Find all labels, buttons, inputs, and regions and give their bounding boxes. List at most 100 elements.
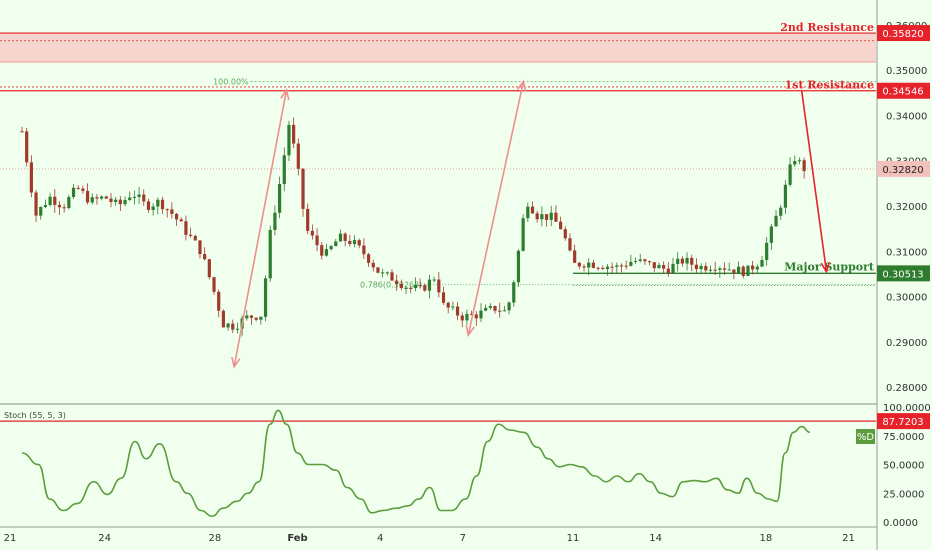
candle-body [722, 268, 727, 270]
candle-body [582, 266, 586, 268]
resistance-2-tag [877, 25, 930, 42]
candle-body [381, 272, 385, 274]
candle-body [156, 199, 160, 207]
candle-body [29, 162, 33, 193]
date-tick-label: 24 [98, 533, 111, 544]
stoch-tick-label: 50.0000 [883, 461, 924, 472]
candle-body [151, 206, 155, 210]
candle-body [694, 264, 699, 270]
stoch-level-value: 87.7203 [882, 417, 923, 428]
candle-body [118, 199, 122, 205]
candle-body [521, 218, 525, 251]
candle-body [395, 280, 399, 285]
candle-body [362, 245, 366, 255]
candle-body [596, 267, 600, 269]
price-tick-label: 0.31000 [886, 247, 927, 258]
candle-body [647, 261, 652, 263]
candle-body [437, 279, 441, 293]
candle-body [352, 240, 357, 245]
candle-body [207, 259, 211, 278]
candle-body [765, 242, 769, 261]
candle-body [34, 192, 38, 216]
candle-body [189, 234, 193, 236]
stoch-tick-label: 100.0000 [883, 403, 931, 414]
candle-body [170, 209, 174, 214]
candle-body [137, 194, 141, 197]
candle-body [277, 183, 282, 213]
candle-body [479, 310, 483, 319]
candle-body [306, 208, 310, 231]
candle-body [334, 241, 338, 247]
projection-arrow-head [280, 88, 290, 101]
date-tick-label: 14 [649, 533, 662, 544]
candle-body [282, 155, 286, 184]
candle-body [690, 257, 694, 265]
candle-body [769, 226, 773, 243]
candle-body [114, 199, 118, 203]
candle-body [563, 229, 567, 239]
candle-body [751, 265, 755, 270]
candle-body [624, 265, 628, 267]
major-support-value: 0.30513 [882, 269, 923, 280]
candle-body [797, 160, 802, 162]
price-tick-label: 0.35000 [886, 66, 927, 77]
candle-body [409, 287, 413, 289]
candle-body [71, 187, 76, 198]
candle-body [535, 213, 539, 220]
candle-body [446, 302, 450, 308]
candle-body [708, 269, 713, 271]
date-tick-label: 4 [377, 533, 383, 544]
candle-body [441, 292, 446, 303]
candle-body [413, 284, 418, 289]
candle-body [493, 305, 497, 311]
candle-body [268, 229, 272, 279]
resistance-1-value: 0.34546 [882, 87, 923, 98]
candle-body [760, 260, 764, 267]
candle-body [48, 196, 52, 206]
fib-786-label: 0.786(0.30263) [360, 281, 422, 290]
candle-body [530, 206, 535, 214]
candle-body [736, 266, 741, 274]
candle-body [699, 266, 703, 270]
candle-body [652, 262, 656, 269]
candle-body [779, 207, 783, 216]
date-tick-label: Feb [287, 533, 307, 544]
candle-body [774, 215, 778, 227]
projection-arrow-tail [465, 325, 475, 337]
candle-body [179, 219, 183, 222]
candle-body [273, 212, 277, 230]
candle-body [427, 279, 432, 291]
candle-body [741, 266, 745, 276]
candle-body [516, 250, 521, 283]
candle-body [221, 310, 225, 328]
candle-body [680, 258, 684, 264]
candle-body [57, 204, 62, 208]
candle-body [498, 310, 502, 312]
candle-body [605, 266, 610, 270]
candle-body [385, 272, 389, 274]
projection-arrow [233, 89, 288, 367]
candle-body [25, 131, 29, 163]
candle-body [343, 233, 347, 241]
candle-body [39, 206, 43, 216]
resistance-2-label: 2nd Resistance [780, 21, 874, 34]
candle-body [573, 250, 577, 263]
stoch-series-tag [856, 429, 875, 444]
candle-body [591, 262, 595, 268]
forecast-arrow-head [820, 261, 831, 274]
candle-body [109, 198, 113, 203]
candle-body [544, 214, 549, 220]
date-tick-label: 11 [567, 533, 580, 544]
candle-body [203, 254, 207, 260]
candle-body [329, 246, 333, 250]
candle-body [245, 315, 249, 319]
projection-arrow-head [516, 79, 527, 92]
candle-body [174, 213, 179, 220]
candle-body [423, 285, 427, 291]
candle-body [549, 212, 553, 220]
candle-body [559, 221, 563, 230]
price-tick-label: 0.34000 [886, 111, 927, 122]
candle-body [142, 194, 146, 202]
